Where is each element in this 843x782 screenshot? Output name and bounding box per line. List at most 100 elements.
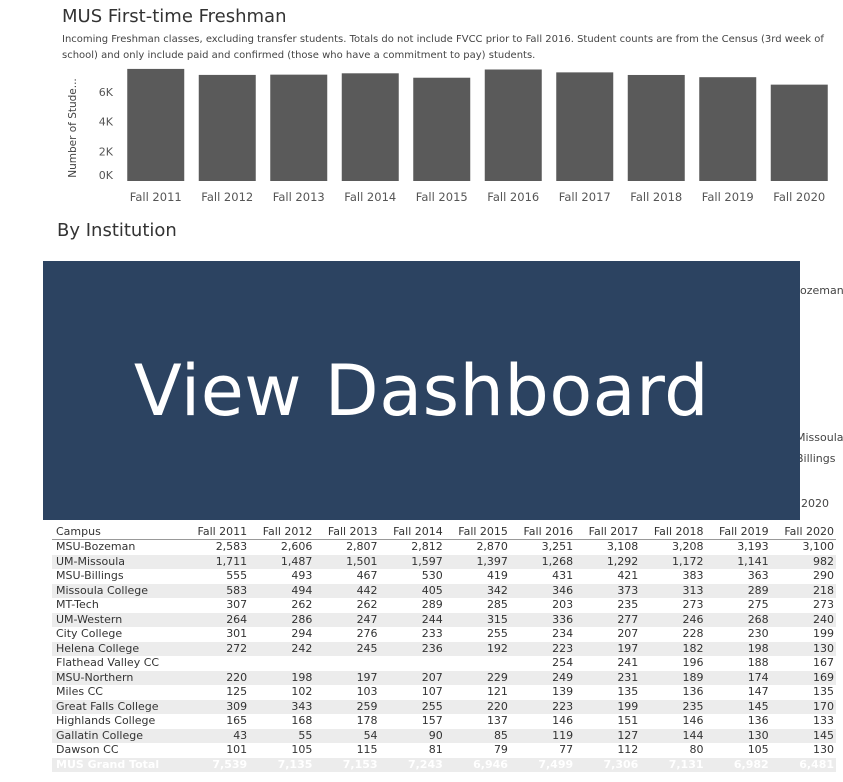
chart-bar (627, 74, 685, 181)
student-count: 7,131 (640, 757, 706, 772)
student-count: 133 (813, 714, 834, 728)
x-tick-label: Fall 2013 (273, 190, 325, 204)
student-count: 182 (640, 641, 706, 656)
x-tick-label: Fall 2019 (702, 190, 754, 204)
student-count: 151 (617, 714, 639, 728)
student-count: 2,606 (280, 540, 313, 554)
campus-name: Dawson CC (56, 743, 119, 757)
campus-name: MUS Grand Total (52, 757, 184, 772)
student-count: 189 (640, 670, 706, 685)
student-count: 3,193 (737, 540, 769, 554)
column-header-year: Fall 2020 (770, 524, 836, 540)
x-tick-label: Fall 2018 (630, 190, 682, 204)
campus-name: Miles CC (56, 685, 103, 699)
table-row: MT-Tech 307 262 262 289 285 203 235 273 275 273 (52, 598, 836, 613)
student-count: 236 (379, 641, 445, 656)
student-count: 1,141 (705, 554, 771, 569)
student-count: 555 (226, 569, 248, 583)
student-count: 301 (226, 627, 248, 641)
table-header-row: Campus Fall 2011 Fall 2012 Fall 2013 Fall 20… (52, 524, 836, 540)
student-count: 218 (770, 583, 836, 598)
student-count: 405 (379, 583, 445, 598)
table-row: Dawson CC 101 105 115 81 79 77 112 80 105 130 (52, 743, 836, 758)
student-count: 54 (314, 728, 380, 743)
student-count: 169 (770, 670, 836, 685)
student-count: 81 (428, 743, 443, 757)
student-count: 178 (356, 714, 378, 728)
chart-bar (699, 77, 757, 181)
student-count: 198 (249, 670, 315, 685)
chart-bar (556, 72, 614, 181)
student-count (184, 656, 249, 671)
x-tick-label: Fall 2017 (559, 190, 611, 204)
student-count: 105 (291, 743, 313, 757)
x-tick-label: Fall 2011 (130, 190, 182, 204)
student-count: 145 (705, 699, 771, 714)
student-count: 242 (249, 641, 315, 656)
student-count: 119 (509, 728, 576, 743)
student-count: 419 (486, 569, 508, 583)
campus-name: MT-Tech (56, 598, 99, 612)
student-count: 273 (813, 598, 834, 612)
table-row: Helena College 272 242 245 236 192 223 197 182 19… (52, 641, 836, 656)
student-count: 530 (421, 569, 443, 583)
x-tick-label: Fall 2020 (773, 190, 825, 204)
student-count: 207 (617, 627, 639, 641)
student-count: 1,597 (379, 554, 445, 569)
student-count: 165 (226, 714, 248, 728)
student-count: 199 (813, 627, 834, 641)
campus-name: Missoula College (52, 583, 184, 598)
student-count: 262 (291, 598, 313, 612)
student-count: 294 (291, 627, 313, 641)
student-count: 220 (184, 670, 250, 685)
student-count: 168 (291, 714, 313, 728)
table-row: UM-Missoula 1,711 1,487 1,501 1,597 1,397 1,26… (52, 554, 836, 569)
student-count: 101 (226, 743, 248, 757)
student-count (314, 656, 379, 671)
view-dashboard-button[interactable]: View Dashboard (43, 261, 800, 520)
x-tick-label: Fall 2012 (201, 190, 253, 204)
column-header-year: Fall 2013 (314, 524, 380, 540)
student-count: 85 (444, 728, 510, 743)
student-count: 343 (249, 699, 315, 714)
table-row: MSU-Northern 220 198 197 207 229 249 231 189 174 1… (52, 670, 836, 685)
student-count: 383 (682, 569, 704, 583)
student-count: 188 (747, 656, 769, 670)
student-count: 197 (314, 670, 380, 685)
student-count: 342 (444, 583, 510, 598)
student-count: 7,243 (379, 757, 445, 772)
student-count: 115 (356, 743, 378, 757)
student-count: 247 (314, 612, 380, 627)
campus-name: MSU-Billings (56, 569, 124, 583)
student-count: 276 (356, 627, 378, 641)
student-count: 6,481 (770, 757, 836, 772)
student-count: 1,397 (444, 554, 510, 569)
student-count: 130 (705, 728, 771, 743)
student-count: 196 (682, 656, 704, 670)
student-count: 107 (421, 685, 443, 699)
student-count: 144 (640, 728, 706, 743)
partial-label-billings: Billings (796, 452, 836, 465)
x-tick-label: Fall 2015 (416, 190, 468, 204)
column-header-year: Fall 2016 (509, 524, 576, 540)
student-count: 230 (747, 627, 769, 641)
campus-name: Highlands College (56, 714, 156, 728)
institution-table: Campus Fall 2011 Fall 2012 Fall 2013 Fall 20… (52, 524, 836, 772)
student-count: 192 (444, 641, 510, 656)
campus-name: Flathead Valley CC (56, 656, 160, 670)
table-row: Missoula College 583 494 442 405 342 346 373 313… (52, 583, 836, 598)
y-tick-label: 0K (99, 169, 114, 182)
student-count: 199 (575, 699, 641, 714)
student-count: 197 (575, 641, 641, 656)
table-row: UM-Western 264 286 247 244 315 336 277 246 268 240 (52, 612, 836, 627)
column-header-campus: Campus (52, 524, 184, 540)
chart-bar (127, 68, 185, 181)
student-count: 289 (705, 583, 771, 598)
student-count (380, 656, 445, 671)
student-count: 262 (356, 598, 378, 612)
student-count: 2,583 (215, 540, 248, 554)
student-count: 275 (747, 598, 769, 612)
student-count: 147 (747, 685, 769, 699)
table-row: Great Falls College 309 343 259 255 220 223 199… (52, 699, 836, 714)
column-header-year: Fall 2015 (444, 524, 510, 540)
